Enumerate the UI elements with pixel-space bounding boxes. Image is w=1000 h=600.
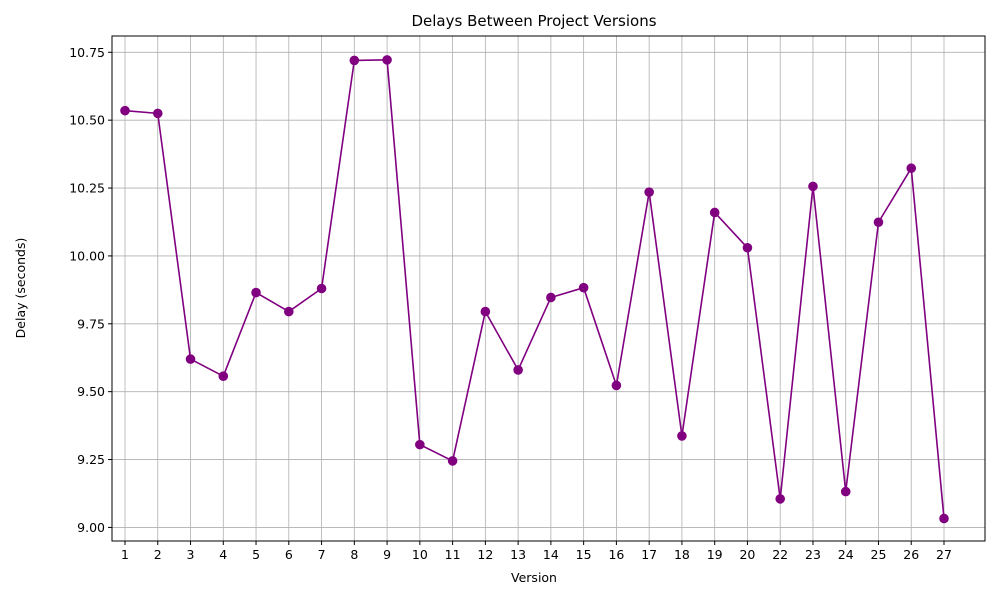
x-tick-label: 25 [871, 547, 887, 562]
x-tick-label: 9 [383, 547, 391, 562]
data-point [382, 55, 392, 65]
data-point [742, 242, 753, 253]
data-point [218, 371, 229, 381]
y-tick-label: 10.25 [69, 181, 105, 196]
x-tick-label: 16 [608, 547, 624, 562]
y-tick-label: 9.75 [77, 316, 105, 331]
data-point [513, 365, 523, 375]
series-layer [120, 55, 949, 524]
data-point [480, 306, 491, 317]
x-tick-label: 7 [318, 547, 326, 562]
data-point [873, 217, 884, 228]
x-tick-label: 8 [350, 547, 358, 562]
y-tick-label: 10.00 [69, 248, 105, 263]
x-axis-label: Version [511, 570, 557, 585]
x-tick-label: 26 [903, 547, 919, 562]
x-tick-label: 3 [187, 547, 195, 562]
x-tick-label: 12 [477, 547, 493, 562]
x-tick-label: 22 [772, 547, 788, 562]
data-point [840, 486, 851, 497]
x-tick-label: 13 [510, 547, 526, 562]
data-point [251, 287, 261, 298]
data-point [775, 494, 786, 504]
x-tick-label: 15 [576, 547, 592, 562]
chart-title: Delays Between Project Versions [411, 12, 656, 30]
x-tick-label: 5 [252, 547, 260, 562]
data-point [120, 105, 130, 116]
y-axis-label: Delay (seconds) [13, 238, 28, 339]
x-tick-label: 20 [739, 547, 755, 562]
data-point [906, 163, 917, 174]
data-point [677, 431, 687, 441]
y-tick-label: 9.00 [77, 520, 105, 535]
x-tick-label: 14 [543, 547, 559, 562]
data-point [349, 55, 360, 66]
y-tick-label: 10.75 [69, 45, 105, 60]
data-point [284, 306, 294, 317]
data-point [415, 439, 425, 450]
y-tick-label: 9.25 [77, 452, 105, 467]
y-tick-label: 9.50 [77, 384, 105, 399]
data-point [709, 207, 720, 218]
grid-lines [112, 36, 985, 541]
x-axis: 1 2 3 4 5 6 7 8 9 10 11 12 13 14 15 16 17 18 19 20 22 23 24 25 2… [121, 541, 952, 562]
y-axis: 9.00 9.25 9.50 9.75 10.00 10.25 10.50 10.75 [69, 45, 112, 535]
plot-frame [111, 35, 986, 542]
x-tick-label: 18 [674, 547, 690, 562]
x-tick-label: 23 [805, 547, 821, 562]
x-tick-label: 24 [838, 547, 854, 562]
x-tick-label: 2 [154, 547, 162, 562]
data-point [611, 380, 622, 391]
data-point [447, 456, 458, 466]
data-point [939, 513, 949, 524]
x-tick-label: 4 [219, 547, 227, 562]
x-tick-label: 19 [707, 547, 723, 562]
data-point [546, 292, 556, 303]
data-point [185, 354, 196, 364]
data-point [808, 181, 818, 192]
x-tick-label: 6 [285, 547, 293, 562]
x-tick-label: 17 [641, 547, 657, 562]
y-tick-label: 10.50 [69, 113, 105, 128]
series-line [124, 59, 945, 519]
x-tick-label: 10 [412, 547, 428, 562]
data-point [644, 187, 654, 197]
data-point [316, 283, 327, 294]
data-point [152, 108, 163, 119]
x-tick-label: 1 [121, 547, 129, 562]
x-tick-label: 11 [445, 547, 461, 562]
data-point [578, 282, 589, 293]
x-tick-label: 27 [936, 547, 952, 562]
